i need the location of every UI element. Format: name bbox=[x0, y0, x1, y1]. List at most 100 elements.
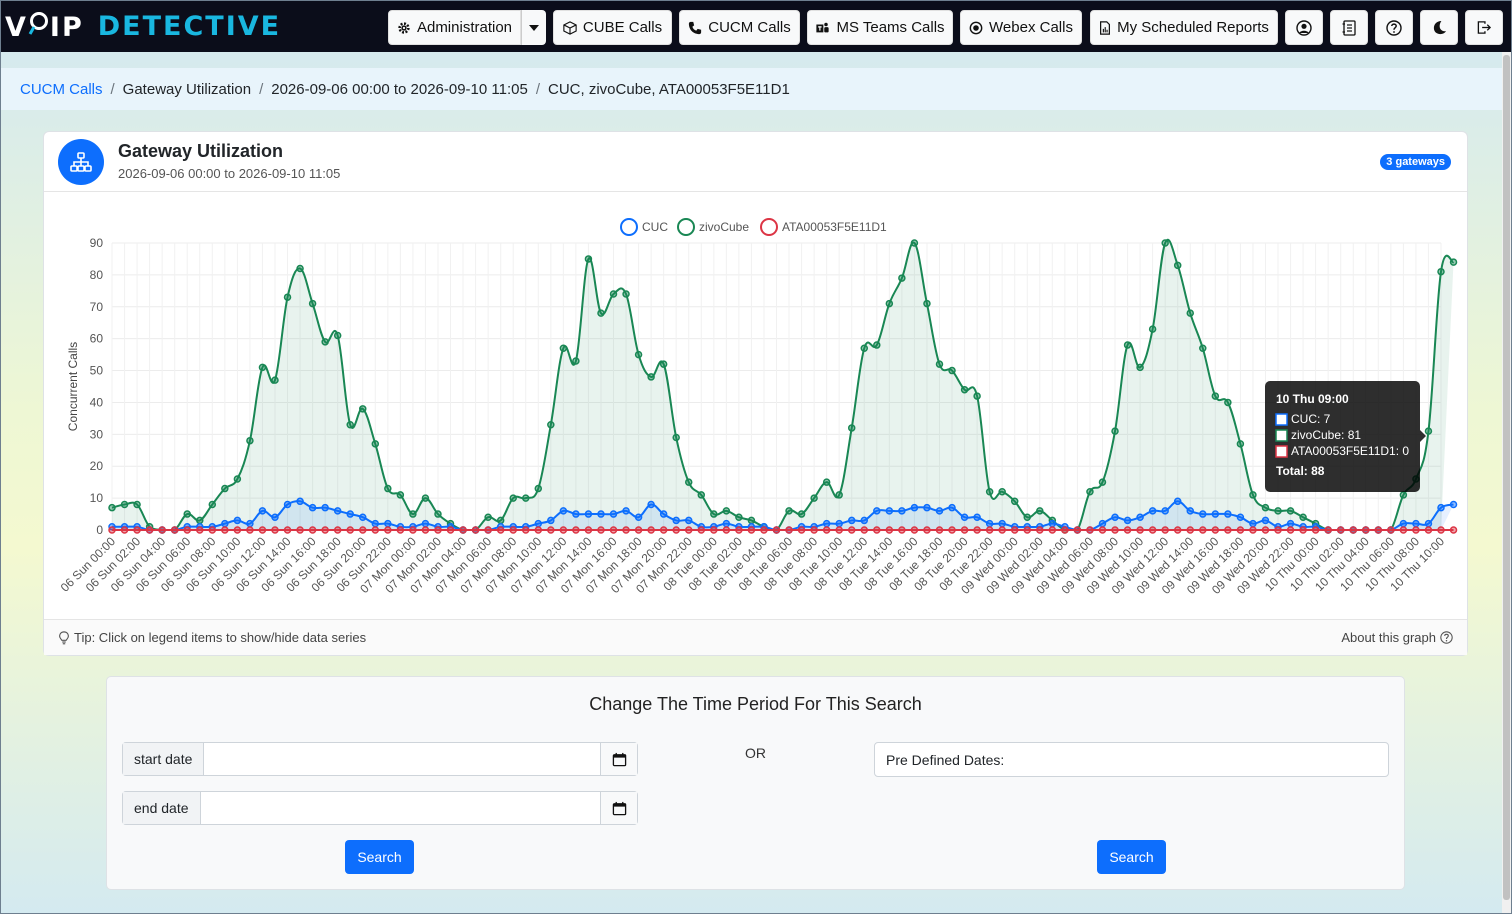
data-point bbox=[1236, 440, 1245, 448]
data-point bbox=[346, 526, 354, 534]
gateway-count-badge: 3 gateways bbox=[1380, 154, 1451, 170]
data-point bbox=[1111, 513, 1119, 521]
cube-calls-button[interactable]: CUBE Calls bbox=[553, 10, 672, 45]
data-point bbox=[1286, 507, 1295, 515]
data-point bbox=[108, 526, 116, 534]
breadcrumb-cucm-calls[interactable]: CUCM Calls bbox=[20, 80, 103, 98]
data-point bbox=[1136, 513, 1144, 521]
logout-button[interactable] bbox=[1465, 10, 1503, 45]
data-point bbox=[1249, 519, 1257, 528]
about-label: About this graph bbox=[1341, 630, 1436, 645]
search-button-custom-dates[interactable]: Search bbox=[345, 840, 414, 874]
data-point bbox=[1437, 503, 1445, 512]
data-point bbox=[1186, 507, 1194, 515]
data-point bbox=[910, 503, 919, 512]
data-point bbox=[609, 510, 618, 518]
data-point bbox=[371, 526, 380, 534]
breadcrumb-separator: / bbox=[110, 80, 115, 98]
start-date-calendar-button[interactable] bbox=[600, 743, 637, 775]
data-point bbox=[710, 510, 718, 518]
data-point bbox=[321, 338, 329, 346]
series-area-0 bbox=[112, 501, 1454, 530]
data-point bbox=[1148, 325, 1157, 333]
data-point bbox=[772, 526, 781, 534]
data-point bbox=[321, 526, 329, 534]
data-point bbox=[622, 526, 630, 534]
y-tick-label: 60 bbox=[90, 332, 104, 346]
data-point bbox=[572, 526, 580, 534]
phone-icon bbox=[689, 21, 702, 34]
data-point bbox=[860, 516, 869, 525]
scrollbar-thumb[interactable] bbox=[1503, 55, 1510, 900]
data-point bbox=[948, 526, 956, 534]
administration-button[interactable]: Administration bbox=[388, 10, 521, 45]
tooltip-swatch bbox=[1275, 429, 1288, 442]
logo-magnifier-icon bbox=[28, 10, 50, 43]
data-point bbox=[333, 507, 342, 515]
data-point bbox=[847, 526, 856, 534]
data-point bbox=[985, 487, 994, 496]
y-tick-label: 10 bbox=[90, 491, 104, 505]
data-point bbox=[547, 421, 555, 429]
data-point bbox=[246, 519, 254, 528]
tip-text: Tip: Click on legend items to show/hide … bbox=[58, 630, 366, 645]
start-date-input[interactable] bbox=[204, 743, 600, 775]
data-point bbox=[246, 436, 254, 445]
data-point bbox=[810, 526, 818, 534]
about-graph-link[interactable]: About this graph bbox=[1341, 630, 1453, 645]
ms-teams-calls-button[interactable]: MS Teams Calls bbox=[807, 10, 953, 45]
data-point bbox=[1211, 526, 1220, 534]
legend-marker bbox=[760, 218, 778, 236]
tooltip-row: zivoCube: 81 bbox=[1291, 428, 1361, 442]
data-point bbox=[459, 526, 467, 534]
profile-button[interactable] bbox=[1285, 10, 1323, 45]
data-point bbox=[196, 516, 204, 525]
scheduled-reports-button[interactable]: My Scheduled Reports bbox=[1090, 10, 1278, 45]
data-point bbox=[923, 526, 931, 534]
predefined-dates-select[interactable]: Pre Defined Dates: bbox=[874, 742, 1389, 777]
voip-detective-logo[interactable]: V IP DETECTIVE bbox=[5, 6, 281, 46]
data-point bbox=[120, 500, 129, 509]
data-point bbox=[308, 526, 317, 534]
data-point bbox=[885, 526, 894, 534]
help-button[interactable] bbox=[1375, 10, 1413, 45]
data-point bbox=[822, 519, 831, 528]
data-point bbox=[998, 526, 1006, 534]
start-date-label: start date bbox=[123, 743, 205, 775]
data-point bbox=[873, 507, 881, 515]
data-point bbox=[684, 516, 693, 525]
data-point bbox=[985, 526, 994, 534]
data-point bbox=[835, 526, 843, 534]
data-point bbox=[647, 500, 655, 509]
data-point bbox=[1123, 341, 1132, 349]
question-circle-icon bbox=[1440, 631, 1453, 644]
dark-mode-button[interactable] bbox=[1420, 10, 1458, 45]
breadcrumb-separator: / bbox=[259, 80, 264, 98]
data-point bbox=[1261, 526, 1270, 534]
data-point bbox=[196, 526, 204, 534]
data-point bbox=[521, 526, 530, 534]
data-point bbox=[1249, 526, 1257, 534]
data-point bbox=[684, 526, 693, 534]
search-button-predefined[interactable]: Search bbox=[1097, 840, 1166, 874]
data-point bbox=[1148, 507, 1157, 515]
data-point bbox=[622, 507, 630, 515]
data-point bbox=[496, 526, 505, 534]
end-date-input[interactable] bbox=[200, 792, 600, 824]
data-point bbox=[572, 510, 580, 518]
webex-calls-button[interactable]: Webex Calls bbox=[960, 10, 1082, 45]
caret-down-icon bbox=[529, 24, 539, 31]
data-point bbox=[609, 290, 618, 298]
notes-button[interactable] bbox=[1330, 10, 1368, 45]
administration-dropdown-toggle[interactable] bbox=[521, 10, 546, 45]
data-point bbox=[885, 507, 894, 515]
data-point bbox=[1261, 503, 1270, 512]
data-point bbox=[296, 526, 304, 534]
end-date-calendar-button[interactable] bbox=[600, 792, 637, 824]
data-point bbox=[321, 503, 329, 512]
data-point bbox=[434, 510, 442, 518]
data-point bbox=[597, 510, 605, 518]
cucm-calls-button[interactable]: CUCM Calls bbox=[679, 10, 800, 45]
data-point bbox=[634, 513, 643, 521]
